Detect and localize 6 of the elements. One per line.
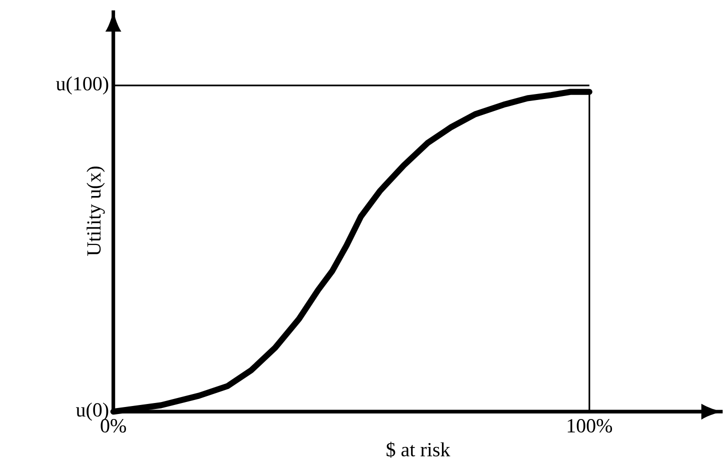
x-tick-label: 0% (100, 419, 126, 433)
annotation: u(100) (56, 76, 108, 95)
annotation: u(0) (76, 402, 108, 421)
y-axis-title: Utility u(x) (86, 166, 105, 256)
x-tick-label: 100% (568, 419, 612, 433)
x-axis-title: $ at risk (386, 442, 450, 458)
